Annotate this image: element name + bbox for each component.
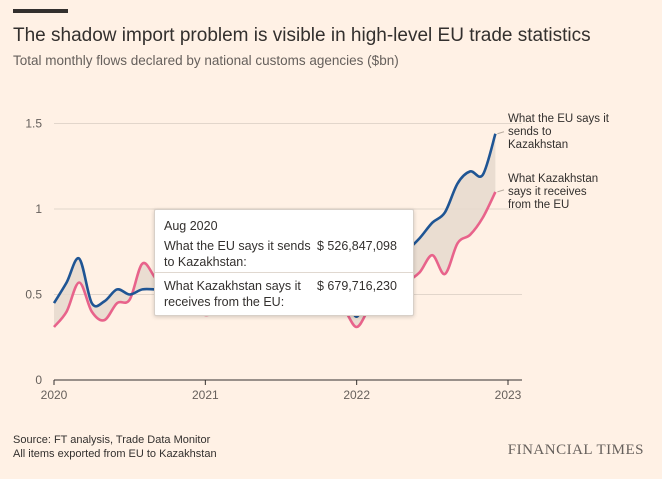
y-tick-label: 1.5 [25, 117, 42, 131]
tooltip-eu-label: What the EU says it sends to Kazakhstan: [164, 239, 311, 269]
kazakhstan-series-label: What Kazakhstan says it receives from th… [508, 173, 601, 211]
tooltip-kazakhstan-value: $ 679,716,230 [317, 279, 397, 293]
source-note: Source: FT analysis, Trade Data Monitor … [13, 433, 217, 461]
tooltip-divider [155, 272, 413, 273]
eu-label-connector [497, 131, 505, 135]
eu-series-label: What the EU says it sends to Kazakhstan [508, 113, 612, 151]
x-tick-label: 2023 [495, 388, 522, 402]
hover-tooltip: Aug 2020 What the EU says it sends to Ka… [154, 209, 414, 316]
y-tick-label: 1 [35, 202, 42, 216]
x-axis: 2020 2021 2022 2023 [41, 379, 522, 402]
ft-logo-text: FINANCIAL TIMES [507, 442, 644, 458]
tooltip-kazakhstan-label: What Kazakhstan says it receives from th… [164, 279, 301, 309]
ft-header-bar [13, 9, 68, 13]
source-line: Source: FT analysis, Trade Data Monitor [13, 434, 211, 446]
chart-subtitle: Total monthly flows declared by national… [13, 53, 399, 68]
kazakhstan-label-connector [497, 189, 505, 193]
x-tick-label: 2021 [192, 388, 219, 402]
y-tick-label: 0.5 [25, 288, 42, 302]
y-axis-labels: 0 0.5 1 1.5 [25, 117, 42, 388]
y-tick-label: 0 [35, 373, 42, 387]
source-scope-line: All items exported from EU to Kazakhstan [13, 448, 217, 460]
x-tick-label: 2022 [343, 388, 370, 402]
tooltip-date: Aug 2020 [164, 219, 218, 233]
chart-title: The shadow import problem is visible in … [13, 25, 591, 46]
x-tick-label: 2020 [41, 388, 68, 402]
tooltip-eu-value: $ 526,847,098 [317, 239, 397, 253]
